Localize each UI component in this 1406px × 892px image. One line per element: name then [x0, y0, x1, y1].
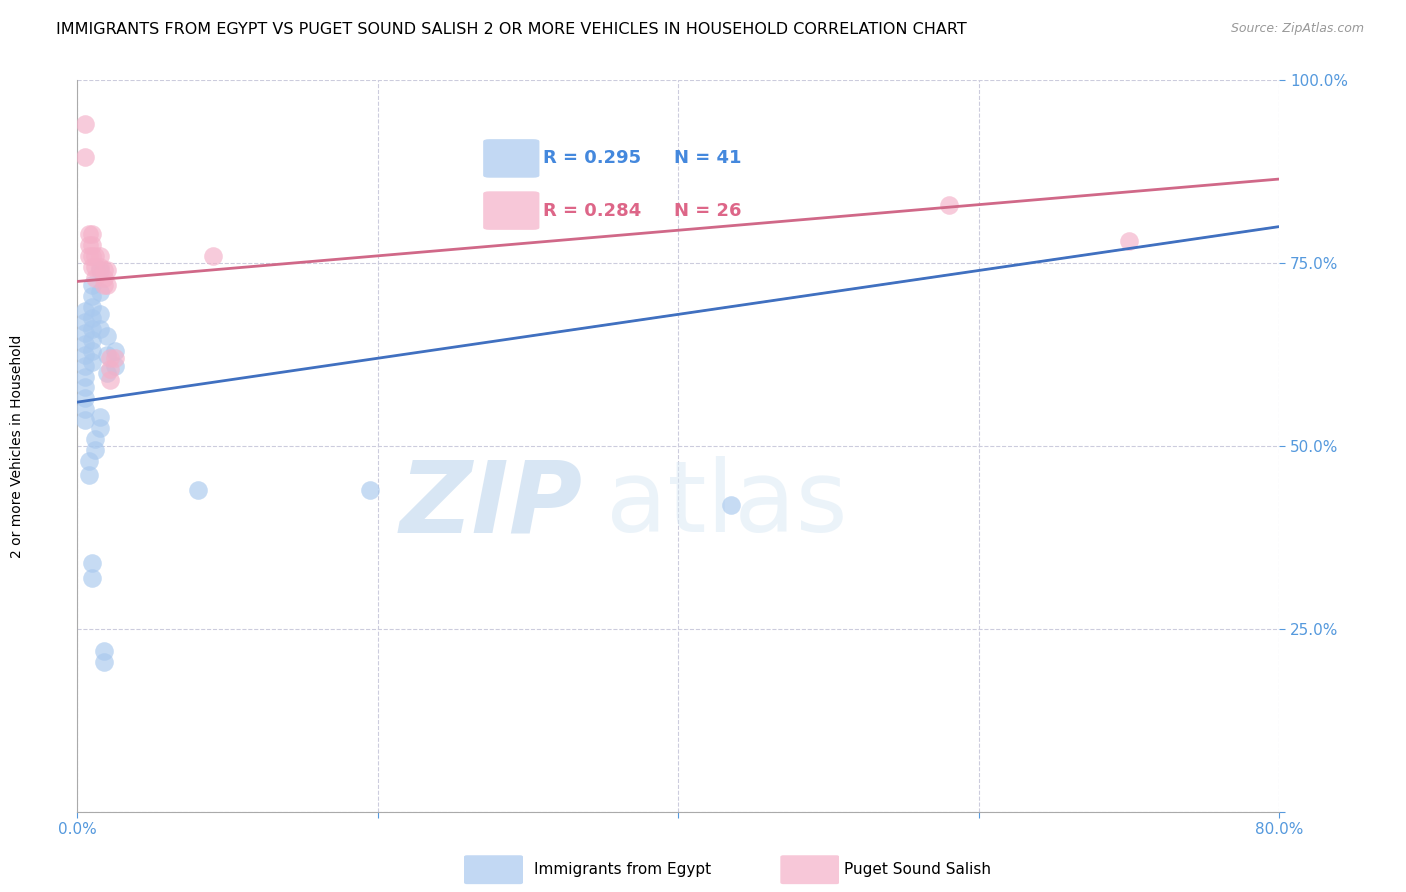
- Point: [84, 270, 107, 285]
- Point: [73, 117, 96, 131]
- Point: [93, 270, 115, 285]
- Point: [938, 197, 960, 211]
- Point: [96, 263, 118, 277]
- Point: [73, 315, 96, 329]
- Point: [89, 307, 111, 321]
- Point: [89, 249, 111, 263]
- Text: R = 0.295: R = 0.295: [543, 150, 641, 168]
- Point: [96, 278, 118, 293]
- Text: N = 41: N = 41: [673, 150, 741, 168]
- Point: [73, 392, 96, 406]
- FancyBboxPatch shape: [484, 191, 540, 230]
- Point: [720, 498, 742, 512]
- Text: ZIP: ZIP: [399, 456, 582, 553]
- Point: [73, 413, 96, 427]
- Text: R = 0.284: R = 0.284: [543, 202, 641, 219]
- Point: [79, 453, 101, 467]
- Text: Immigrants from Egypt: Immigrants from Egypt: [534, 863, 711, 877]
- Point: [82, 278, 104, 293]
- FancyBboxPatch shape: [780, 855, 839, 884]
- Point: [82, 333, 104, 347]
- Point: [104, 359, 127, 373]
- FancyBboxPatch shape: [484, 139, 540, 178]
- Point: [82, 227, 104, 241]
- Point: [73, 348, 96, 362]
- Point: [84, 432, 107, 446]
- Point: [73, 359, 96, 373]
- Point: [1118, 234, 1140, 248]
- Point: [93, 278, 115, 293]
- Point: [82, 249, 104, 263]
- Point: [359, 483, 381, 497]
- Point: [79, 238, 101, 252]
- Point: [82, 322, 104, 336]
- Point: [73, 303, 96, 318]
- FancyBboxPatch shape: [464, 855, 523, 884]
- Point: [89, 322, 111, 336]
- Point: [73, 380, 96, 394]
- Point: [84, 249, 107, 263]
- Point: [82, 571, 104, 585]
- Point: [89, 285, 111, 300]
- Text: 2 or more Vehicles in Household: 2 or more Vehicles in Household: [10, 334, 24, 558]
- Point: [82, 311, 104, 326]
- Point: [93, 655, 115, 669]
- Point: [186, 483, 209, 497]
- Text: Puget Sound Salish: Puget Sound Salish: [844, 863, 991, 877]
- Point: [82, 300, 104, 314]
- Point: [82, 289, 104, 303]
- Point: [73, 326, 96, 340]
- Point: [79, 249, 101, 263]
- Point: [89, 263, 111, 277]
- Point: [89, 421, 111, 435]
- Point: [100, 351, 122, 366]
- Text: N = 26: N = 26: [673, 202, 741, 219]
- Point: [93, 263, 115, 277]
- Point: [84, 260, 107, 274]
- Text: Source: ZipAtlas.com: Source: ZipAtlas.com: [1230, 22, 1364, 36]
- Point: [104, 351, 127, 366]
- Point: [104, 343, 127, 358]
- Point: [82, 355, 104, 369]
- Point: [82, 260, 104, 274]
- Point: [79, 227, 101, 241]
- Point: [201, 249, 224, 263]
- Point: [73, 369, 96, 384]
- Point: [100, 373, 122, 387]
- Point: [82, 238, 104, 252]
- Point: [84, 442, 107, 457]
- Point: [79, 468, 101, 483]
- Point: [73, 336, 96, 351]
- Point: [82, 556, 104, 570]
- Point: [82, 343, 104, 358]
- Text: IMMIGRANTS FROM EGYPT VS PUGET SOUND SALISH 2 OR MORE VEHICLES IN HOUSEHOLD CORR: IMMIGRANTS FROM EGYPT VS PUGET SOUND SAL…: [56, 22, 967, 37]
- Point: [89, 260, 111, 274]
- Point: [100, 362, 122, 376]
- Point: [89, 409, 111, 424]
- Point: [96, 366, 118, 380]
- Point: [73, 402, 96, 417]
- Point: [93, 644, 115, 658]
- Point: [96, 348, 118, 362]
- Point: [96, 329, 118, 343]
- Text: atlas: atlas: [606, 456, 848, 553]
- Point: [73, 150, 96, 164]
